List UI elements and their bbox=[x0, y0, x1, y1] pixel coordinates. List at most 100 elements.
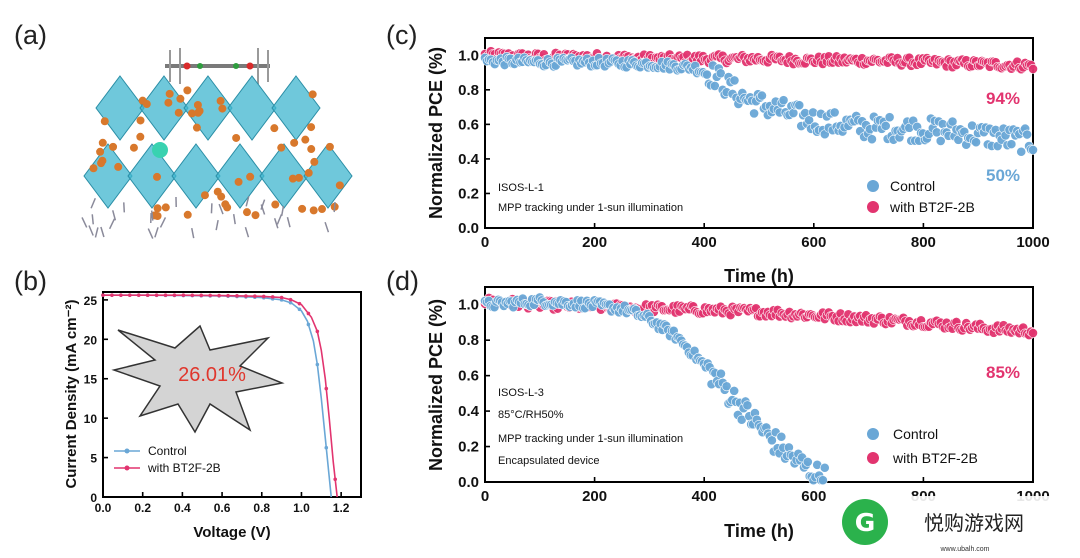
jv-x-ticks: 0.0 0.2 0.4 0.6 0.8 1.0 1.2 bbox=[95, 492, 350, 515]
organic-spacer bbox=[191, 228, 195, 239]
atom bbox=[318, 205, 327, 214]
panel-label-a: (a) bbox=[14, 20, 47, 50]
jv-point-with-bt2f-2b bbox=[315, 329, 320, 334]
atom bbox=[290, 138, 299, 147]
d-legend-label-bt2f: with BT2F-2B bbox=[892, 450, 978, 466]
jv-point-with-bt2f-2b bbox=[261, 294, 266, 299]
jv-point-with-bt2f-2b bbox=[270, 295, 275, 299]
jv-line-with-bt2f-2b bbox=[103, 294, 338, 498]
c-legend: Control with BT2F-2B bbox=[867, 178, 975, 215]
organic-spacer bbox=[111, 210, 117, 221]
jv-point-with-bt2f-2b bbox=[163, 293, 168, 297]
scatter-point-control bbox=[749, 108, 759, 119]
organic-spacer bbox=[276, 214, 283, 225]
jv-point-with-bt2f-2b bbox=[306, 311, 311, 316]
scatter-point-control bbox=[716, 368, 726, 379]
scatter-point-control bbox=[1022, 129, 1033, 140]
scatter-point-control bbox=[819, 462, 830, 473]
atom bbox=[97, 159, 106, 168]
c-y-ticks: 0.0 0.2 0.4 0.6 0.8 1.0 bbox=[458, 47, 490, 237]
d-note-encapsulated: Encapsulated device bbox=[498, 455, 600, 467]
y-tick-label: 0.2 bbox=[458, 439, 479, 456]
jv-point-with-bt2f-2b bbox=[333, 477, 338, 482]
jv-point-with-bt2f-2b bbox=[217, 293, 221, 298]
jv-point-with-bt2f-2b bbox=[253, 294, 257, 298]
jv-point-control bbox=[288, 300, 293, 305]
organic-spacer bbox=[260, 204, 266, 215]
y-tick-label: 0.8 bbox=[458, 82, 479, 99]
y-tick-label: 1.0 bbox=[458, 47, 479, 64]
organic-spacer bbox=[244, 226, 250, 238]
cation-atom bbox=[152, 142, 168, 158]
d-note-protocol: ISOS-L-3 bbox=[498, 387, 544, 399]
watermark-brand: 悦购游戏网 bbox=[924, 511, 1024, 535]
jv-point-with-bt2f-2b bbox=[136, 293, 141, 297]
scatter-point-control bbox=[1006, 139, 1017, 150]
atom bbox=[136, 132, 145, 141]
scatter-point-control bbox=[817, 475, 828, 486]
d-x-axis-label: Time (h) bbox=[724, 521, 794, 541]
y-tick-label: 0.0 bbox=[458, 474, 479, 491]
atom bbox=[304, 168, 313, 177]
jv-point-with-bt2f-2b bbox=[190, 293, 195, 298]
leaf-g-logo-icon bbox=[842, 499, 888, 545]
d-legend-marker-control bbox=[867, 428, 879, 440]
organic-spacer bbox=[150, 210, 154, 221]
atom bbox=[216, 96, 225, 105]
panel-label-c: (c) bbox=[386, 20, 418, 50]
x-tick-label: 0 bbox=[481, 234, 489, 251]
x-tick-label: 400 bbox=[692, 488, 717, 505]
y-tick-label: 1.0 bbox=[458, 297, 479, 314]
jv-point-with-bt2f-2b bbox=[226, 293, 230, 298]
organic-spacer bbox=[123, 202, 126, 213]
x-tick-label: 0.2 bbox=[134, 501, 151, 515]
atom bbox=[89, 164, 98, 173]
scatter-point-control bbox=[971, 137, 981, 148]
atom bbox=[246, 172, 255, 181]
atom bbox=[310, 157, 319, 166]
jv-legend: Control with BT2F-2B bbox=[114, 444, 221, 475]
atom bbox=[294, 173, 303, 182]
d-legend-label-control: Control bbox=[893, 426, 938, 442]
organic-spacer bbox=[81, 217, 88, 228]
atom bbox=[153, 204, 162, 213]
pce-annotation: 26.01% bbox=[178, 364, 246, 386]
scatter-point-control bbox=[788, 108, 799, 118]
atom bbox=[271, 200, 280, 209]
atom bbox=[98, 138, 107, 147]
scatter-point-control bbox=[794, 100, 805, 111]
jv-point-with-bt2f-2b bbox=[244, 294, 248, 298]
organic-spacer bbox=[100, 226, 105, 238]
atom bbox=[218, 104, 227, 113]
scatter-point-with-bt2f-2b bbox=[1028, 64, 1038, 74]
octahedron bbox=[95, 75, 145, 141]
octahedron bbox=[259, 143, 309, 209]
octahedron bbox=[215, 143, 265, 209]
organic-spacer bbox=[91, 214, 94, 225]
atom bbox=[195, 106, 204, 115]
atom bbox=[138, 96, 147, 105]
scatter-point-control bbox=[702, 69, 712, 80]
scatter-point-control bbox=[1028, 145, 1038, 155]
y-tick-label: 0.4 bbox=[458, 151, 480, 168]
atom bbox=[174, 108, 183, 117]
organic-spacer bbox=[273, 218, 279, 229]
jv-plot-frame bbox=[102, 291, 362, 498]
y-tick-label: 0.6 bbox=[458, 116, 479, 133]
legend-label-control: Control bbox=[148, 444, 187, 458]
jv-point-with-bt2f-2b bbox=[297, 301, 302, 306]
jv-point-control bbox=[324, 445, 329, 450]
x-tick-label: 0.6 bbox=[214, 501, 231, 515]
y-tick-label: 10 bbox=[84, 412, 98, 426]
x-tick-label: 800 bbox=[911, 234, 936, 251]
organic-spacer bbox=[218, 203, 224, 215]
octahedron bbox=[83, 143, 133, 209]
atom bbox=[200, 191, 209, 200]
x-tick-label: 400 bbox=[692, 234, 717, 251]
y-tick-label: 0.0 bbox=[458, 220, 479, 237]
jv-series bbox=[101, 293, 338, 498]
stability-chart-c: 0 200 400 600 800 1000 0.0 0.2 0.4 0.6 0.8 1.0 Tim… bbox=[426, 37, 1050, 286]
d-legend: Control with BT2F-2B bbox=[867, 426, 978, 466]
